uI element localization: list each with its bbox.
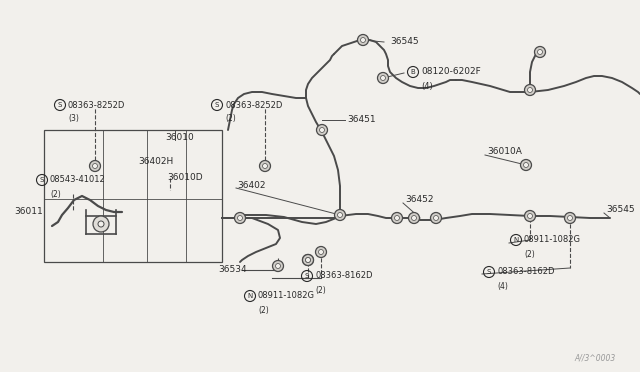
Circle shape	[538, 49, 543, 54]
Text: 36452: 36452	[405, 196, 433, 205]
Text: 36545: 36545	[606, 205, 635, 215]
Circle shape	[381, 76, 385, 80]
Text: (2): (2)	[315, 285, 326, 295]
Circle shape	[98, 221, 104, 227]
Circle shape	[234, 212, 246, 224]
Text: A//3^0003: A//3^0003	[574, 353, 615, 362]
Text: (2): (2)	[225, 115, 236, 124]
Circle shape	[360, 38, 365, 42]
Circle shape	[337, 212, 342, 218]
Circle shape	[90, 160, 100, 171]
Text: 08363-8162D: 08363-8162D	[497, 267, 554, 276]
Circle shape	[335, 209, 346, 221]
Text: 36545: 36545	[390, 38, 419, 46]
Circle shape	[525, 84, 536, 96]
Bar	[44, 130, 222, 262]
Text: 36402: 36402	[237, 180, 266, 189]
Text: 08911-1082G: 08911-1082G	[524, 235, 581, 244]
Circle shape	[262, 164, 268, 169]
Circle shape	[316, 247, 326, 257]
Text: B: B	[411, 69, 415, 75]
Circle shape	[93, 216, 109, 232]
Circle shape	[568, 215, 572, 221]
Text: N: N	[513, 237, 518, 243]
Circle shape	[433, 215, 438, 221]
Circle shape	[305, 257, 310, 263]
Circle shape	[534, 46, 545, 58]
Circle shape	[392, 212, 403, 224]
Text: 08543-41012: 08543-41012	[50, 176, 106, 185]
Circle shape	[431, 212, 442, 224]
Text: (2): (2)	[50, 189, 61, 199]
Circle shape	[259, 160, 271, 171]
Text: 08363-8252D: 08363-8252D	[225, 100, 282, 109]
Text: (2): (2)	[524, 250, 535, 259]
Circle shape	[527, 214, 532, 218]
Text: (2): (2)	[258, 305, 269, 314]
Text: 36534: 36534	[218, 266, 246, 275]
Circle shape	[276, 263, 280, 269]
Circle shape	[524, 163, 529, 167]
Text: N: N	[248, 293, 253, 299]
Circle shape	[358, 35, 369, 45]
Text: 08363-8252D: 08363-8252D	[68, 100, 125, 109]
Text: 08363-8162D: 08363-8162D	[315, 272, 372, 280]
Circle shape	[520, 160, 531, 170]
Text: S: S	[58, 102, 62, 108]
Circle shape	[237, 215, 243, 221]
Text: (4): (4)	[497, 282, 508, 291]
Text: 36010: 36010	[165, 134, 194, 142]
Text: S: S	[487, 269, 491, 275]
Text: 36011: 36011	[14, 208, 43, 217]
Text: 36451: 36451	[347, 115, 376, 125]
Text: 36010D: 36010D	[167, 173, 203, 183]
Circle shape	[319, 128, 324, 132]
Circle shape	[412, 215, 417, 221]
Circle shape	[525, 211, 536, 221]
Circle shape	[305, 257, 310, 263]
Text: 08120-6202F: 08120-6202F	[421, 67, 481, 77]
Circle shape	[303, 254, 314, 266]
Circle shape	[319, 250, 323, 254]
Circle shape	[93, 164, 97, 169]
Circle shape	[527, 87, 532, 93]
Text: (4): (4)	[421, 81, 433, 90]
Circle shape	[394, 215, 399, 221]
Circle shape	[303, 254, 314, 266]
Circle shape	[378, 73, 388, 83]
Circle shape	[408, 212, 419, 224]
Text: S: S	[40, 177, 44, 183]
Text: (3): (3)	[68, 115, 79, 124]
Text: S: S	[305, 273, 309, 279]
Circle shape	[273, 260, 284, 272]
Text: S: S	[215, 102, 219, 108]
Text: 36010A: 36010A	[487, 148, 522, 157]
Circle shape	[564, 212, 575, 224]
Circle shape	[317, 125, 328, 135]
Text: 08911-1082G: 08911-1082G	[258, 292, 315, 301]
Text: 36402H: 36402H	[138, 157, 173, 167]
